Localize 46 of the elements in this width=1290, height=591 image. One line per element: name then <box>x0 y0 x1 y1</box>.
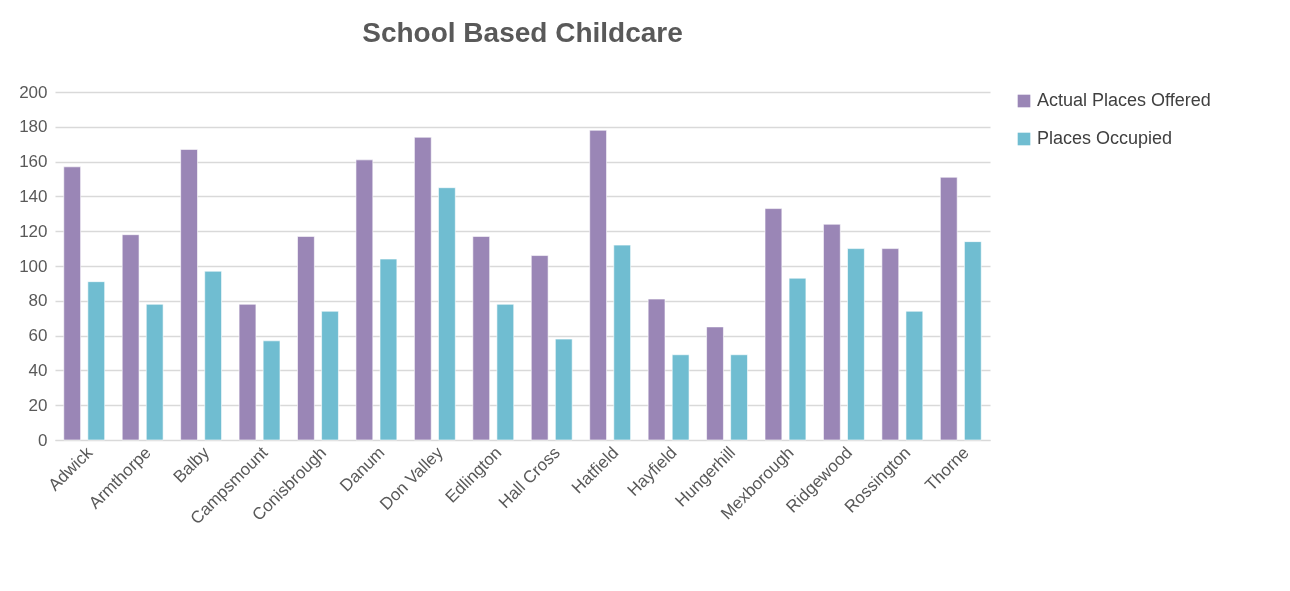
bar <box>964 241 982 441</box>
y-tick-label: 140 <box>19 186 48 206</box>
bar <box>823 223 841 441</box>
y-tick-label: 200 <box>19 82 48 102</box>
bar <box>730 354 748 441</box>
bar <box>589 129 607 441</box>
y-tick-label: 0 <box>38 430 48 450</box>
y-tick-label: 100 <box>19 256 48 276</box>
bar <box>145 303 164 441</box>
legend-label: Actual Places Offered <box>1037 90 1211 110</box>
chart-title: School Based Childcare <box>362 17 683 48</box>
bar <box>847 248 865 441</box>
bar <box>530 255 549 441</box>
bar <box>379 258 398 441</box>
bar <box>321 310 339 441</box>
y-tick-label: 180 <box>19 117 48 137</box>
y-tick-label: 80 <box>28 291 48 311</box>
y-tick-label: 120 <box>19 221 48 241</box>
bar <box>555 338 573 441</box>
y-tick-label: 60 <box>28 326 48 346</box>
bar <box>438 187 456 441</box>
bar <box>414 136 432 441</box>
bar <box>613 244 631 441</box>
bar <box>764 208 783 441</box>
bar <box>496 303 515 441</box>
legend-label: Places Occupied <box>1037 128 1173 148</box>
bar <box>905 310 924 441</box>
bar <box>788 277 807 441</box>
bar <box>63 166 81 441</box>
bar <box>204 270 222 441</box>
bar <box>180 149 198 441</box>
bar <box>472 236 490 441</box>
bar <box>706 326 724 441</box>
bar <box>355 159 374 441</box>
y-tick-label: 40 <box>28 360 48 380</box>
bar <box>647 298 666 441</box>
y-tick-label: 160 <box>19 152 48 172</box>
bar <box>238 303 257 441</box>
bar <box>297 236 315 441</box>
y-tick-label: 20 <box>28 395 48 415</box>
bar <box>940 176 958 441</box>
bar <box>671 354 690 441</box>
bar <box>262 340 281 441</box>
bar <box>87 281 105 441</box>
bar <box>121 234 140 441</box>
bar <box>881 248 900 441</box>
